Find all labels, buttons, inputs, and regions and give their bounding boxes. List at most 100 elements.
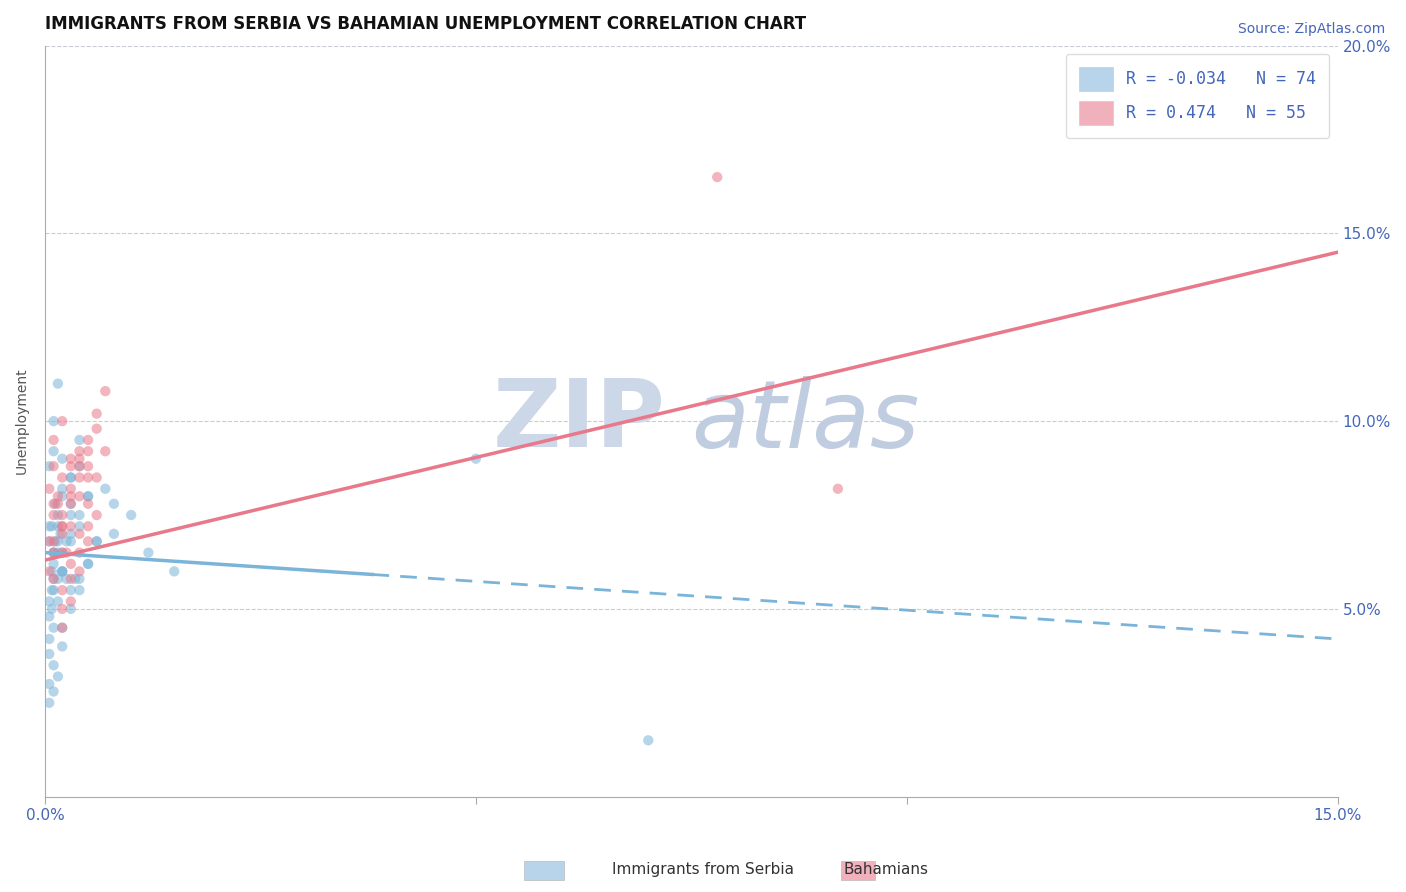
Point	[51, 526, 73, 541]
Point	[94, 384, 117, 398]
Point	[464, 451, 486, 466]
Point	[94, 444, 117, 458]
Point	[77, 444, 100, 458]
Point	[38, 594, 60, 608]
Point	[51, 508, 73, 522]
Text: Bahamians: Bahamians	[844, 863, 928, 877]
Point	[51, 565, 73, 579]
Legend: R = -0.034   N = 74, R = 0.474   N = 55: R = -0.034 N = 74, R = 0.474 N = 55	[1066, 54, 1330, 138]
Point	[42, 444, 65, 458]
Point	[63, 572, 86, 586]
Text: Immigrants from Serbia: Immigrants from Serbia	[612, 863, 794, 877]
Point	[46, 376, 69, 391]
Point	[46, 508, 69, 522]
Point	[38, 677, 60, 691]
Point	[38, 534, 60, 549]
Point	[42, 684, 65, 698]
Point	[42, 572, 65, 586]
Point	[69, 444, 91, 458]
Point	[46, 519, 69, 533]
Point	[38, 696, 60, 710]
Point	[51, 640, 73, 654]
Point	[86, 534, 108, 549]
Text: Source: ZipAtlas.com: Source: ZipAtlas.com	[1237, 22, 1385, 37]
Point	[38, 459, 60, 474]
Point	[42, 546, 65, 560]
Point	[51, 565, 73, 579]
Point	[59, 602, 82, 616]
Point	[103, 526, 125, 541]
Point	[59, 526, 82, 541]
Point	[46, 497, 69, 511]
Point	[86, 508, 108, 522]
Point	[59, 489, 82, 503]
Point	[59, 470, 82, 484]
Point	[38, 565, 60, 579]
Point	[51, 621, 73, 635]
Point	[69, 572, 91, 586]
Point	[42, 572, 65, 586]
Point	[42, 658, 65, 673]
Point	[138, 546, 160, 560]
Point	[51, 482, 73, 496]
Point	[77, 489, 100, 503]
Point	[69, 489, 91, 503]
Point	[44, 534, 66, 549]
Point	[77, 519, 100, 533]
Point	[69, 470, 91, 484]
Point	[38, 534, 60, 549]
Point	[69, 546, 91, 560]
Text: ZIP: ZIP	[492, 376, 665, 467]
Point	[86, 422, 108, 436]
Point	[42, 583, 65, 598]
Point	[86, 534, 108, 549]
Point	[38, 482, 60, 496]
Point	[51, 519, 73, 533]
Point	[77, 497, 100, 511]
Point	[77, 489, 100, 503]
Point	[46, 489, 69, 503]
Point	[41, 565, 63, 579]
Point	[77, 557, 100, 571]
Point	[51, 451, 73, 466]
Point	[69, 459, 91, 474]
Point	[42, 508, 65, 522]
Point	[51, 414, 73, 428]
Point	[77, 433, 100, 447]
Point	[59, 508, 82, 522]
Point	[42, 546, 65, 560]
Point	[94, 482, 117, 496]
Point	[51, 546, 73, 560]
Point	[55, 572, 77, 586]
Point	[44, 497, 66, 511]
Point	[69, 459, 91, 474]
Point	[77, 470, 100, 484]
Point	[51, 583, 73, 598]
Point	[46, 594, 69, 608]
Point	[59, 497, 82, 511]
Point	[42, 621, 65, 635]
Point	[59, 482, 82, 496]
Point	[55, 534, 77, 549]
Point	[41, 602, 63, 616]
Point	[51, 489, 73, 503]
Point	[59, 572, 82, 586]
Point	[163, 565, 186, 579]
Point	[51, 565, 73, 579]
Point	[46, 669, 69, 683]
Point	[42, 534, 65, 549]
Point	[42, 546, 65, 560]
Point	[827, 482, 849, 496]
Point	[69, 519, 91, 533]
Point	[59, 459, 82, 474]
Point	[69, 583, 91, 598]
Point	[59, 594, 82, 608]
Point	[77, 459, 100, 474]
Point	[59, 519, 82, 533]
Point	[637, 733, 659, 747]
Point	[86, 470, 108, 484]
Point	[59, 534, 82, 549]
Point	[46, 572, 69, 586]
Point	[42, 459, 65, 474]
Point	[51, 519, 73, 533]
